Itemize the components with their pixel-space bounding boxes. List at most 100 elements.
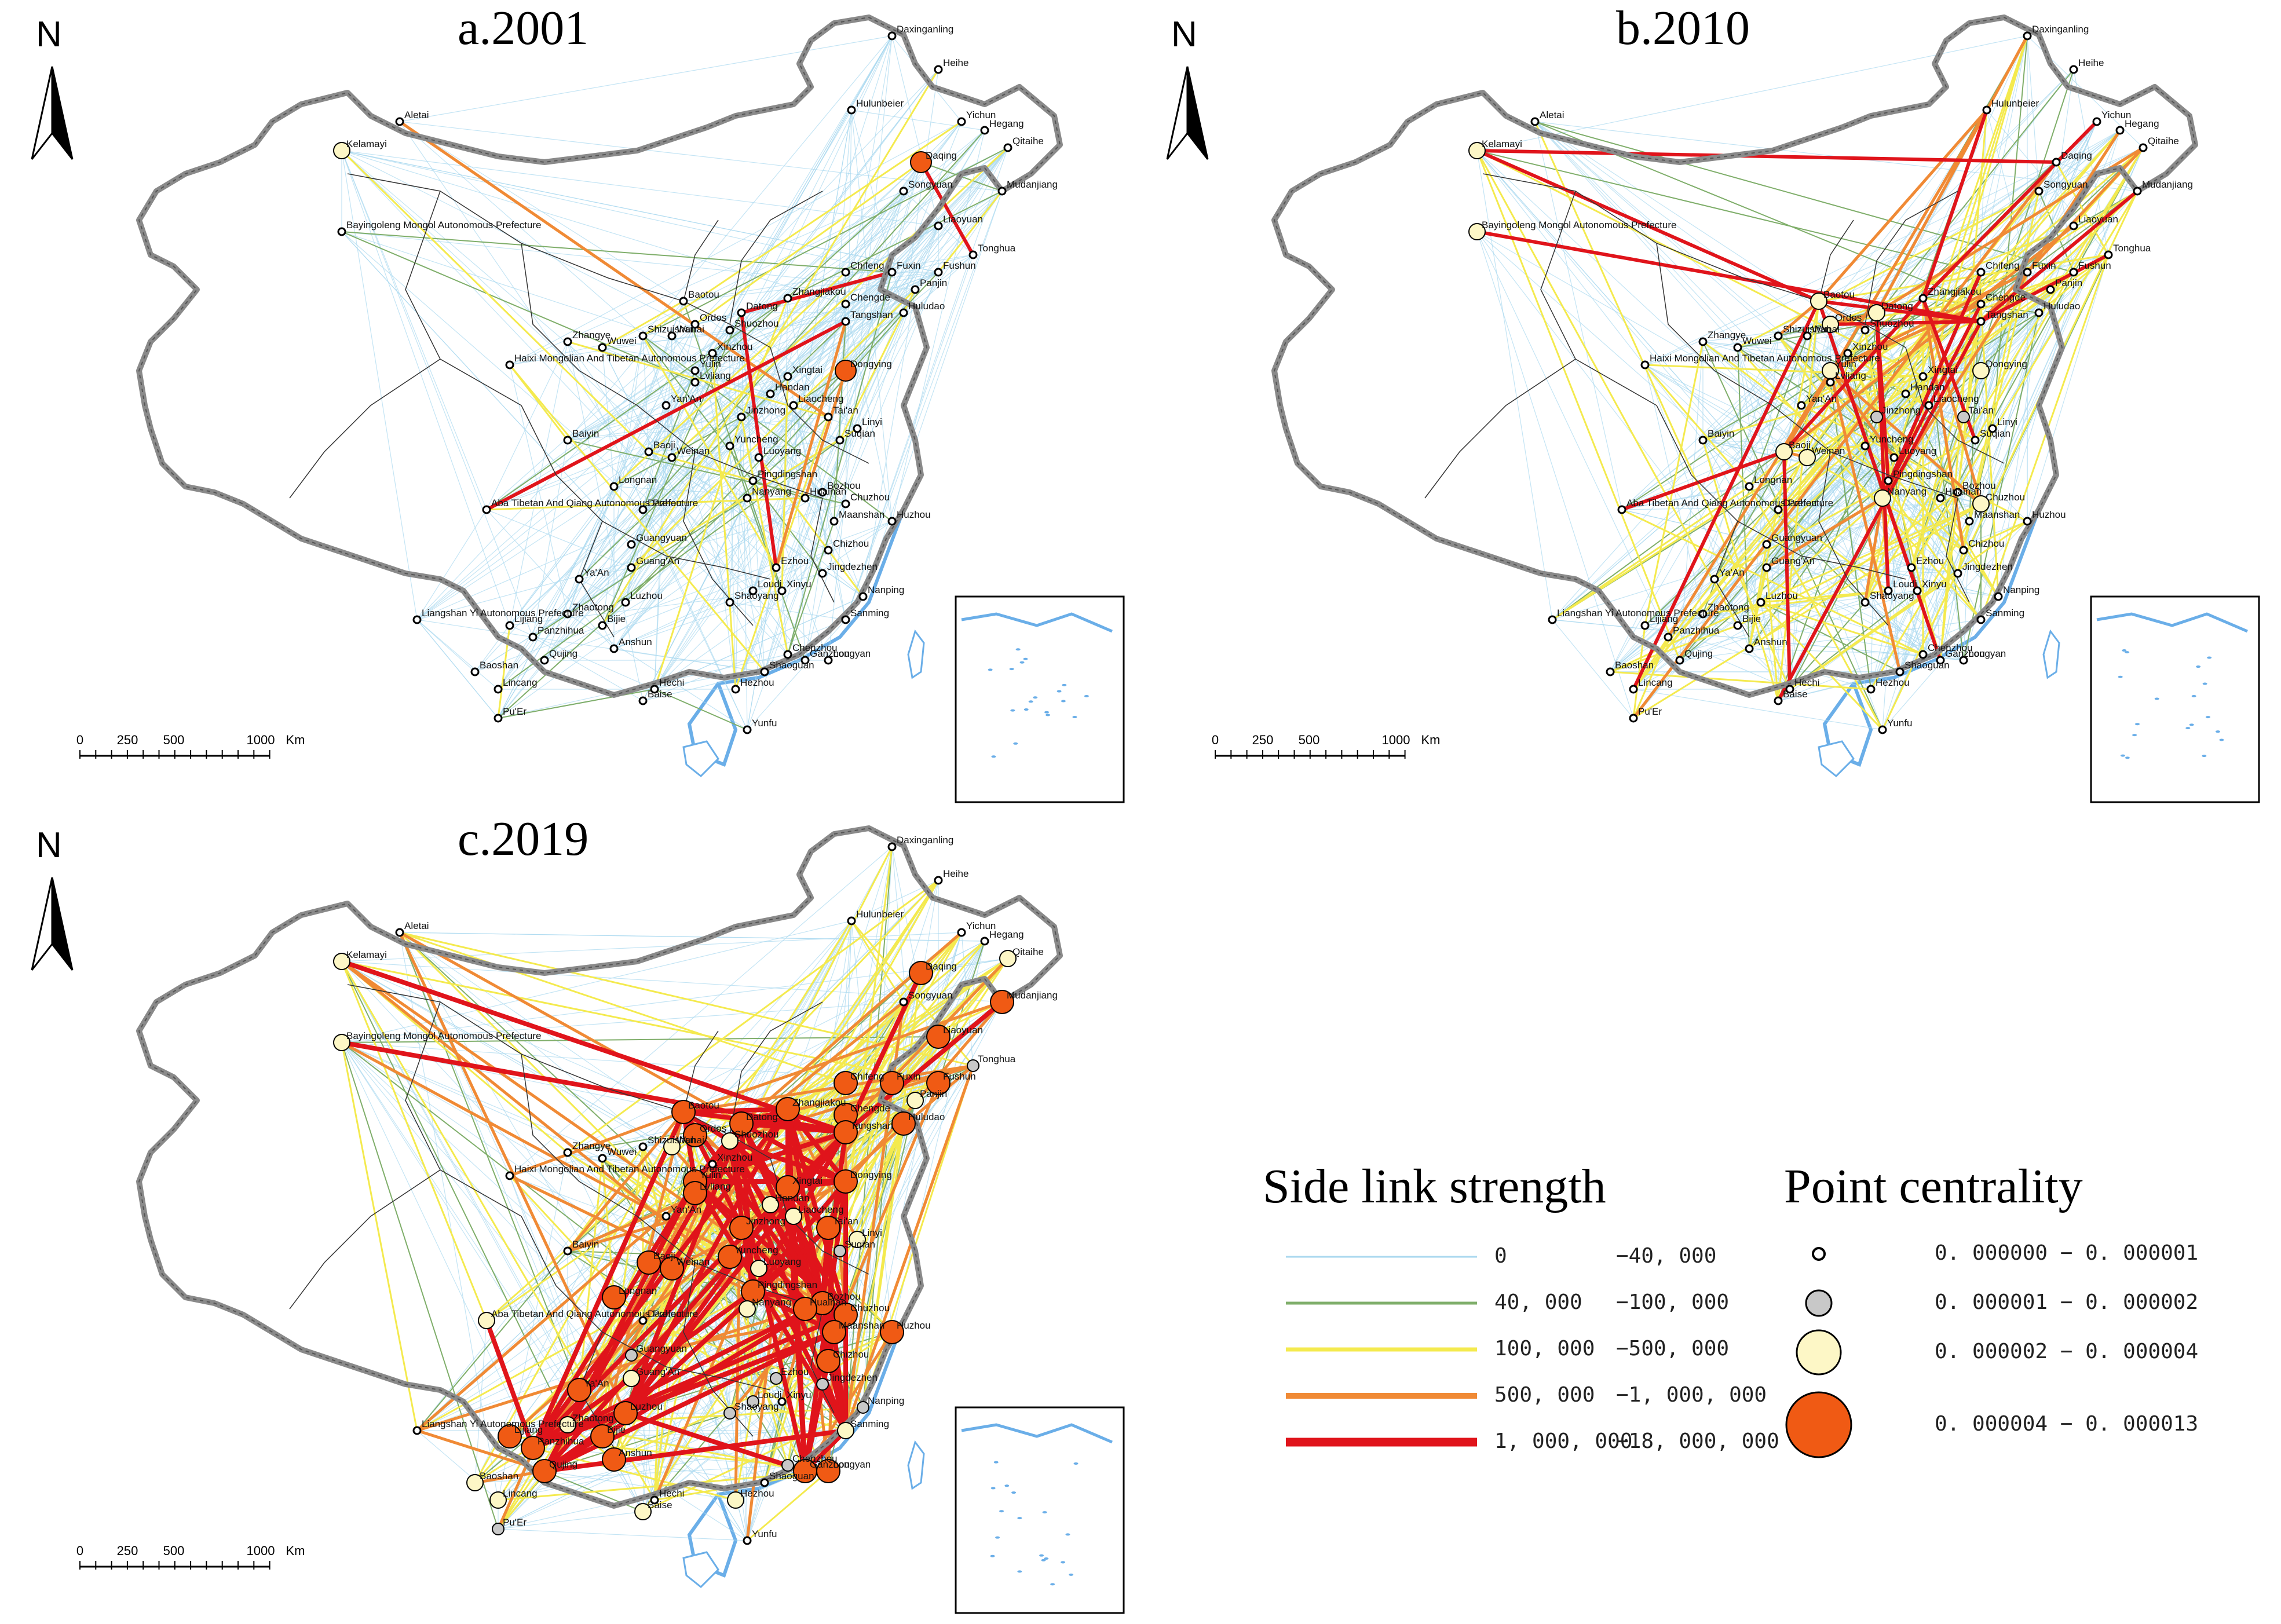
city-label: Panzhihua: [538, 625, 584, 636]
link-mid: [1783, 445, 1866, 453]
city-label: Maanshan: [839, 509, 884, 520]
city-node: [333, 953, 350, 970]
city-label: Nanping: [868, 584, 904, 595]
city-node: [1617, 505, 1626, 514]
link-mid: [1714, 427, 1993, 580]
city-label: Lijiang: [1650, 613, 1678, 624]
city-label: Qujing: [549, 1459, 577, 1470]
link-low: [399, 932, 580, 1391]
city-label: Liangshan Yi Autonomous Prefecture: [422, 608, 584, 619]
city-node: [1733, 343, 1742, 352]
city-node: [660, 1256, 684, 1281]
province-boundary: [1540, 191, 1657, 406]
inset-island: [990, 1554, 995, 1557]
link-low: [567, 440, 846, 504]
city-node: [834, 1071, 858, 1095]
city-node: [2052, 158, 2061, 167]
link-high: [1777, 300, 1820, 337]
city-node: [1774, 505, 1783, 514]
link-weak: [758, 35, 893, 458]
city-node: [1924, 401, 1933, 410]
centrality-swatch-4: [1785, 1391, 1852, 1458]
city-label: Yichun: [966, 109, 996, 120]
city-label: Hegang: [989, 929, 1024, 940]
city-node: [841, 268, 850, 277]
city-label: Linyi: [862, 1227, 882, 1238]
city-node: [909, 961, 933, 985]
link-weak: [2027, 254, 2109, 522]
city-label: Loudi: [758, 579, 782, 590]
map-legend: Side link strength Point centrality 0 −4…: [1263, 1158, 2247, 1483]
city-node: [816, 1216, 840, 1240]
link-weak: [399, 35, 893, 122]
link-weak: [416, 272, 893, 620]
city-node: [1936, 656, 1945, 665]
city-node: [637, 1250, 661, 1275]
city-node: [934, 221, 943, 231]
city-node: [899, 308, 908, 317]
map-panel-2001: N a.2001 Daxinganling Heihe Hulunbeier Yich…: [0, 0, 1135, 808]
city-label: Ordos: [700, 1123, 726, 1134]
city-label: Yunfu: [1887, 718, 1913, 729]
city-label: Pu'Er: [1638, 706, 1662, 717]
city-node: [847, 105, 856, 115]
link-weak: [666, 405, 754, 591]
province-boundary: [1482, 173, 1744, 279]
link-weak: [509, 335, 644, 365]
province-boundary: [770, 347, 869, 464]
link-mid: [1749, 491, 1958, 650]
city-node: [841, 317, 850, 326]
link-weak: [1644, 364, 1785, 452]
city-label: Bijie: [607, 1424, 626, 1435]
link-mid: [642, 1146, 806, 1472]
link-high: [1921, 298, 1983, 504]
city-node: [824, 412, 833, 422]
city-node: [1953, 569, 1962, 578]
city-node: [748, 586, 758, 595]
city-node: [492, 1523, 505, 1535]
city-node: [1936, 493, 1945, 503]
taiwan-island: [907, 629, 925, 679]
link-low: [602, 312, 742, 626]
link-high: [1632, 161, 2057, 719]
city-label: Aba Tibetan And Qiang Autonomous Prefect…: [491, 498, 698, 509]
link-weak: [729, 920, 852, 1142]
city-label: Xinyu: [787, 579, 811, 590]
city-node: [910, 151, 932, 173]
link-weak: [1476, 231, 1669, 638]
province-boundary: [666, 555, 771, 580]
city-label: Lvliang: [700, 370, 731, 381]
city-node: [906, 1092, 924, 1109]
city-node: [729, 1111, 754, 1136]
link-weak: [613, 486, 806, 499]
link-low: [579, 321, 846, 580]
link-weak: [1778, 335, 1912, 568]
city-label: Shaoguan: [769, 660, 814, 671]
city-node: [609, 482, 619, 491]
link-weak: [648, 191, 1003, 452]
link-high: [1782, 109, 1988, 453]
city-label: Hechi: [1794, 677, 1819, 688]
link-mid: [1737, 190, 2039, 349]
link-top: [1776, 320, 1983, 702]
city-node: [528, 632, 538, 642]
link-mid: [1847, 353, 1959, 574]
city-label: Wuwei: [607, 1146, 637, 1157]
city-node: [880, 1320, 904, 1344]
city-node: [849, 1231, 866, 1248]
link-top: [741, 270, 893, 314]
city-label: Anshun: [1754, 637, 1787, 648]
city-node: [858, 592, 868, 601]
city-node: [957, 117, 966, 126]
south-china-sea-inset: [955, 595, 1125, 803]
taiwan-island: [2042, 629, 2060, 679]
city-label: Longnan: [619, 1285, 657, 1296]
link-class-2-from: 40, 000: [1494, 1290, 1582, 1314]
city-node: [754, 453, 763, 462]
city-label: Tai'an: [833, 405, 858, 416]
panel-title: b.2010: [1616, 1, 1750, 55]
north-label: N: [36, 825, 62, 865]
link-high: [1829, 370, 1902, 672]
link-mid: [1748, 486, 1884, 730]
link-mid: [630, 288, 916, 569]
